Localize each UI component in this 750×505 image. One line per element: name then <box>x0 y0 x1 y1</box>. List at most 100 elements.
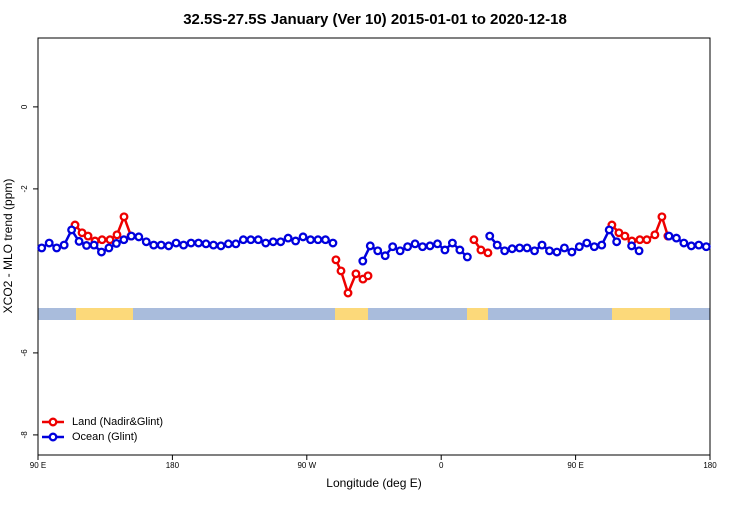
data-point <box>105 235 115 245</box>
data-point <box>201 239 211 249</box>
x-tick-label: 90 E <box>567 461 583 470</box>
data-point <box>620 231 630 241</box>
series-line <box>74 212 670 297</box>
data-point <box>701 242 711 252</box>
data-point <box>492 240 502 250</box>
data-point <box>179 240 189 250</box>
data-point <box>104 243 114 253</box>
data-point <box>522 243 532 253</box>
data-point <box>83 231 93 241</box>
data-point <box>209 240 218 250</box>
data-point <box>545 246 554 256</box>
data-point <box>97 235 107 245</box>
data-point <box>298 232 308 242</box>
data-point <box>440 245 450 255</box>
data-point <box>328 238 338 248</box>
legend-marker <box>48 417 58 427</box>
data-point <box>455 245 465 255</box>
legend-label: Ocean (Glint) <box>72 431 137 443</box>
land-band <box>467 308 488 320</box>
data-point <box>650 230 660 240</box>
y-tick-label: -8 <box>20 431 29 439</box>
data-point <box>52 243 62 253</box>
data-point <box>126 231 136 241</box>
data-point <box>373 246 383 256</box>
data-point <box>515 243 525 253</box>
data-point <box>119 212 129 222</box>
data-point <box>343 288 353 298</box>
data-point <box>537 240 547 250</box>
data-point <box>574 242 584 252</box>
land-band <box>76 308 133 320</box>
data-point <box>365 241 375 251</box>
x-tick-label: 180 <box>166 461 180 470</box>
data-point <box>469 235 479 245</box>
x-tick-label: 90 E <box>30 461 46 470</box>
data-point <box>246 235 256 245</box>
data-point <box>44 238 54 248</box>
data-point <box>567 247 577 257</box>
data-point <box>216 241 226 251</box>
data-point <box>462 252 472 262</box>
data-point <box>291 236 301 246</box>
data-point <box>67 225 77 235</box>
land-band <box>612 308 670 320</box>
data-point <box>671 233 681 243</box>
data-point <box>500 246 510 256</box>
ocean-band <box>38 308 710 320</box>
data-point <box>612 237 622 247</box>
data-point <box>395 246 405 256</box>
data-point <box>283 233 293 243</box>
data-point <box>238 235 248 245</box>
data-point <box>351 269 361 279</box>
data-point <box>363 271 373 281</box>
data-point <box>634 246 644 256</box>
data-point <box>483 248 493 258</box>
data-point <box>89 240 99 250</box>
data-point <box>112 230 122 240</box>
data-point <box>313 235 323 245</box>
data-point <box>74 236 84 246</box>
data-point <box>403 242 413 252</box>
data-point <box>336 266 346 276</box>
y-tick-label: -6 <box>20 349 29 357</box>
data-point <box>171 238 181 248</box>
data-point <box>261 238 271 248</box>
land-mask <box>38 308 710 320</box>
data-point <box>589 242 599 252</box>
data-point <box>388 242 398 252</box>
data-point <box>231 239 241 249</box>
data-point <box>194 238 203 248</box>
data-point <box>410 239 420 249</box>
data-point <box>552 247 562 257</box>
data-point <box>253 235 263 245</box>
data-point <box>418 242 427 252</box>
data-point <box>433 239 442 249</box>
data-point <box>664 231 674 241</box>
data-point <box>507 244 517 254</box>
y-tick-label: -2 <box>20 185 29 193</box>
data-point <box>447 238 457 248</box>
data-point <box>530 246 539 256</box>
data-point <box>604 225 614 235</box>
data-point <box>141 237 151 247</box>
data-point <box>686 241 696 251</box>
data-point <box>694 240 704 250</box>
data-point <box>559 243 569 253</box>
data-point <box>657 212 667 222</box>
x-tick-label: 0 <box>439 461 444 470</box>
data-point <box>223 239 233 249</box>
data-point <box>59 240 69 250</box>
data-point <box>82 241 91 250</box>
data-point <box>111 238 121 248</box>
data-point <box>331 255 341 265</box>
data-point <box>679 238 689 248</box>
data-point <box>358 256 368 266</box>
legend-label: Land (Nadir&Glint) <box>72 416 163 428</box>
data-point <box>149 240 159 250</box>
y-axis-label: XCO2 - MLO trend (ppm) <box>1 179 15 314</box>
chart-title: 32.5S-27.5S January (Ver 10) 2015-01-01 … <box>183 11 567 28</box>
data-point <box>582 238 592 248</box>
legend-marker <box>48 432 58 442</box>
